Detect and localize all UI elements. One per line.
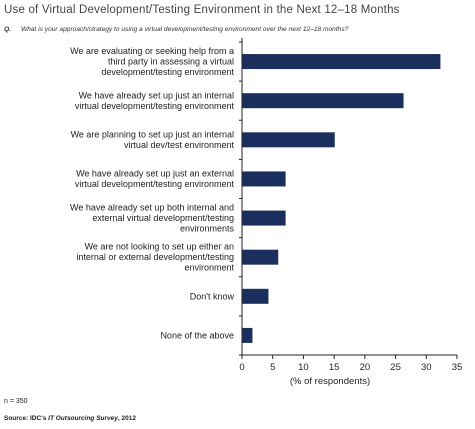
category-label: We have already set up just an internal v… bbox=[75, 90, 235, 111]
x-tick-label: 20 bbox=[360, 362, 371, 373]
x-tick-label: 30 bbox=[421, 362, 432, 373]
category-labels: We are evaluating or seeking help from a… bbox=[70, 46, 234, 340]
bar bbox=[242, 171, 286, 187]
bar bbox=[242, 93, 404, 109]
sample-size-note: n = 350 bbox=[4, 398, 28, 405]
bars bbox=[242, 54, 441, 343]
bar bbox=[242, 327, 253, 343]
x-tick-label: 35 bbox=[452, 362, 463, 373]
bar bbox=[242, 249, 279, 265]
category-label: We have already set up just an external v… bbox=[75, 169, 235, 190]
x-tick-label: 10 bbox=[298, 362, 309, 373]
category-label: Don't know bbox=[190, 291, 235, 301]
category-label: We have already set up both internal and… bbox=[70, 203, 234, 234]
survey-question: Q. What is your approach/strategy to usi… bbox=[4, 18, 349, 35]
x-tick-label: 15 bbox=[329, 362, 340, 373]
bar bbox=[242, 210, 286, 226]
question-text: What is your approach/strategy to using … bbox=[21, 26, 349, 33]
source-note: Source: IDC's IT Outsourcing Survey, 201… bbox=[4, 415, 136, 422]
category-label: We are not looking to set up either an in… bbox=[76, 242, 234, 273]
category-label: We are evaluating or seeking help from a… bbox=[70, 46, 234, 77]
x-tick-label: 0 bbox=[239, 362, 244, 373]
bar bbox=[242, 54, 441, 70]
chart-title: Use of Virtual Development/Testing Envir… bbox=[4, 4, 400, 16]
question-prefix: Q. bbox=[4, 26, 11, 33]
bar bbox=[242, 132, 335, 148]
category-label: None of the above bbox=[160, 330, 234, 340]
x-tick-label: 25 bbox=[390, 362, 401, 373]
x-tick-label: 5 bbox=[270, 362, 275, 373]
bar bbox=[242, 288, 269, 304]
category-label: We are planning to set up just an intern… bbox=[71, 130, 235, 151]
x-axis: 0 5 10 15 20 25 30 35 bbox=[239, 38, 462, 373]
x-axis-title: (% of respondents) bbox=[290, 376, 370, 387]
